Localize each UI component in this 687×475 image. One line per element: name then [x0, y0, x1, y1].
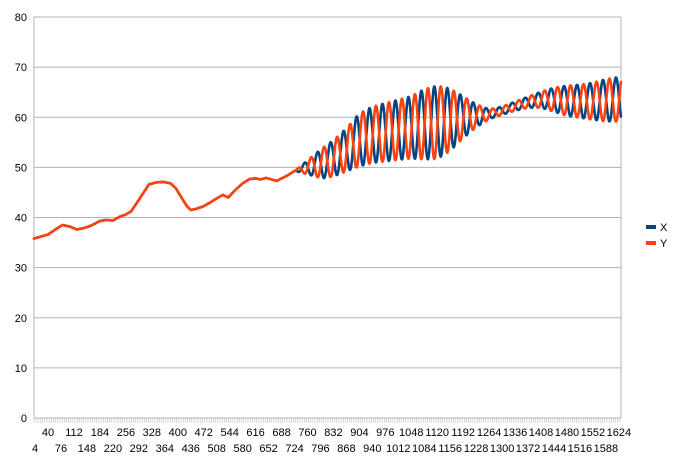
x-tick-label: 400	[169, 427, 187, 439]
x-tick-label: 544	[220, 427, 238, 439]
series-line-y	[32, 77, 623, 240]
x-tick-label: 1516	[568, 443, 592, 455]
x-tick-label: 1480	[555, 427, 579, 439]
y-tick-label: 80	[15, 12, 27, 24]
y-tick-label: 60	[15, 112, 27, 124]
grid-lines	[34, 16, 621, 419]
x-tick-label: 724	[285, 443, 303, 455]
x-tick-label: 1048	[399, 427, 423, 439]
x-tick-label: 328	[143, 427, 161, 439]
x-tick-label: 220	[104, 443, 122, 455]
x-tick-label: 976	[376, 427, 394, 439]
x-tick-label: 436	[182, 443, 200, 455]
x-tick-label: 940	[363, 443, 381, 455]
x-tick-label: 580	[233, 443, 251, 455]
x-tick-label: 1264	[477, 427, 501, 439]
x-tick-label: 1444	[542, 443, 566, 455]
x-tick-label: 1300	[490, 443, 514, 455]
legend-label-x: X	[660, 222, 668, 234]
legend-label-y: Y	[660, 238, 668, 250]
x-tick-label: 760	[298, 427, 316, 439]
x-tick-label: 1156	[438, 443, 462, 455]
x-tick-label: 1120	[425, 427, 449, 439]
x-tick-label: 256	[117, 427, 135, 439]
y-tick-label: 30	[15, 263, 27, 275]
legend: X Y	[646, 222, 668, 250]
x-tick-label: 364	[156, 443, 174, 455]
legend-item-y: Y	[646, 238, 668, 250]
y-tick-label: 70	[15, 62, 27, 74]
series-lines	[32, 76, 623, 240]
x-tick-label: 1336	[503, 427, 527, 439]
x-tick-label: 1228	[464, 443, 488, 455]
legend-item-x: X	[646, 222, 668, 234]
x-tick-label: 1192	[451, 427, 475, 439]
x-tick-label: 1552	[581, 427, 605, 439]
x-tick-label: 688	[272, 427, 290, 439]
x-tick-label: 1588	[594, 443, 618, 455]
x-tick-label: 40	[42, 427, 54, 439]
x-tick-label: 652	[259, 443, 277, 455]
x-tick-label: 508	[208, 443, 226, 455]
y-tick-labels: 0 10 20 30 40 50 60 70 80	[15, 12, 27, 425]
x-tick-label: 1408	[529, 427, 553, 439]
x-tick-label: 616	[246, 427, 264, 439]
x-tick-label: 832	[324, 427, 342, 439]
y-tick-label: 50	[15, 162, 27, 174]
y-tick-label: 0	[21, 413, 27, 425]
x-tick-label: 472	[195, 427, 213, 439]
x-tick-label: 796	[311, 443, 329, 455]
x-tick-label: 1084	[412, 443, 436, 455]
x-tick-label: 1372	[516, 443, 540, 455]
x-tick-label: 4	[32, 443, 38, 455]
y-tick-label: 20	[15, 313, 27, 325]
x-tick-label: 292	[130, 443, 148, 455]
x-tick-label: 76	[55, 443, 67, 455]
x-tick-label: 1624	[607, 427, 631, 439]
y-tick-label: 40	[15, 213, 27, 225]
x-tick-label: 148	[78, 443, 96, 455]
x-axis-minor-ticks	[33, 418, 621, 423]
x-tick-labels: 40 112 184 256 328 400 472 544 616 688 760 832 904 97…	[32, 427, 631, 455]
x-tick-label: 184	[91, 427, 109, 439]
x-tick-label: 112	[65, 427, 83, 439]
x-tick-label: 868	[337, 443, 355, 455]
y-tick-label: 10	[15, 363, 27, 375]
axes	[33, 17, 622, 423]
x-tick-label: 1012	[386, 443, 410, 455]
x-tick-label: 904	[350, 427, 368, 439]
